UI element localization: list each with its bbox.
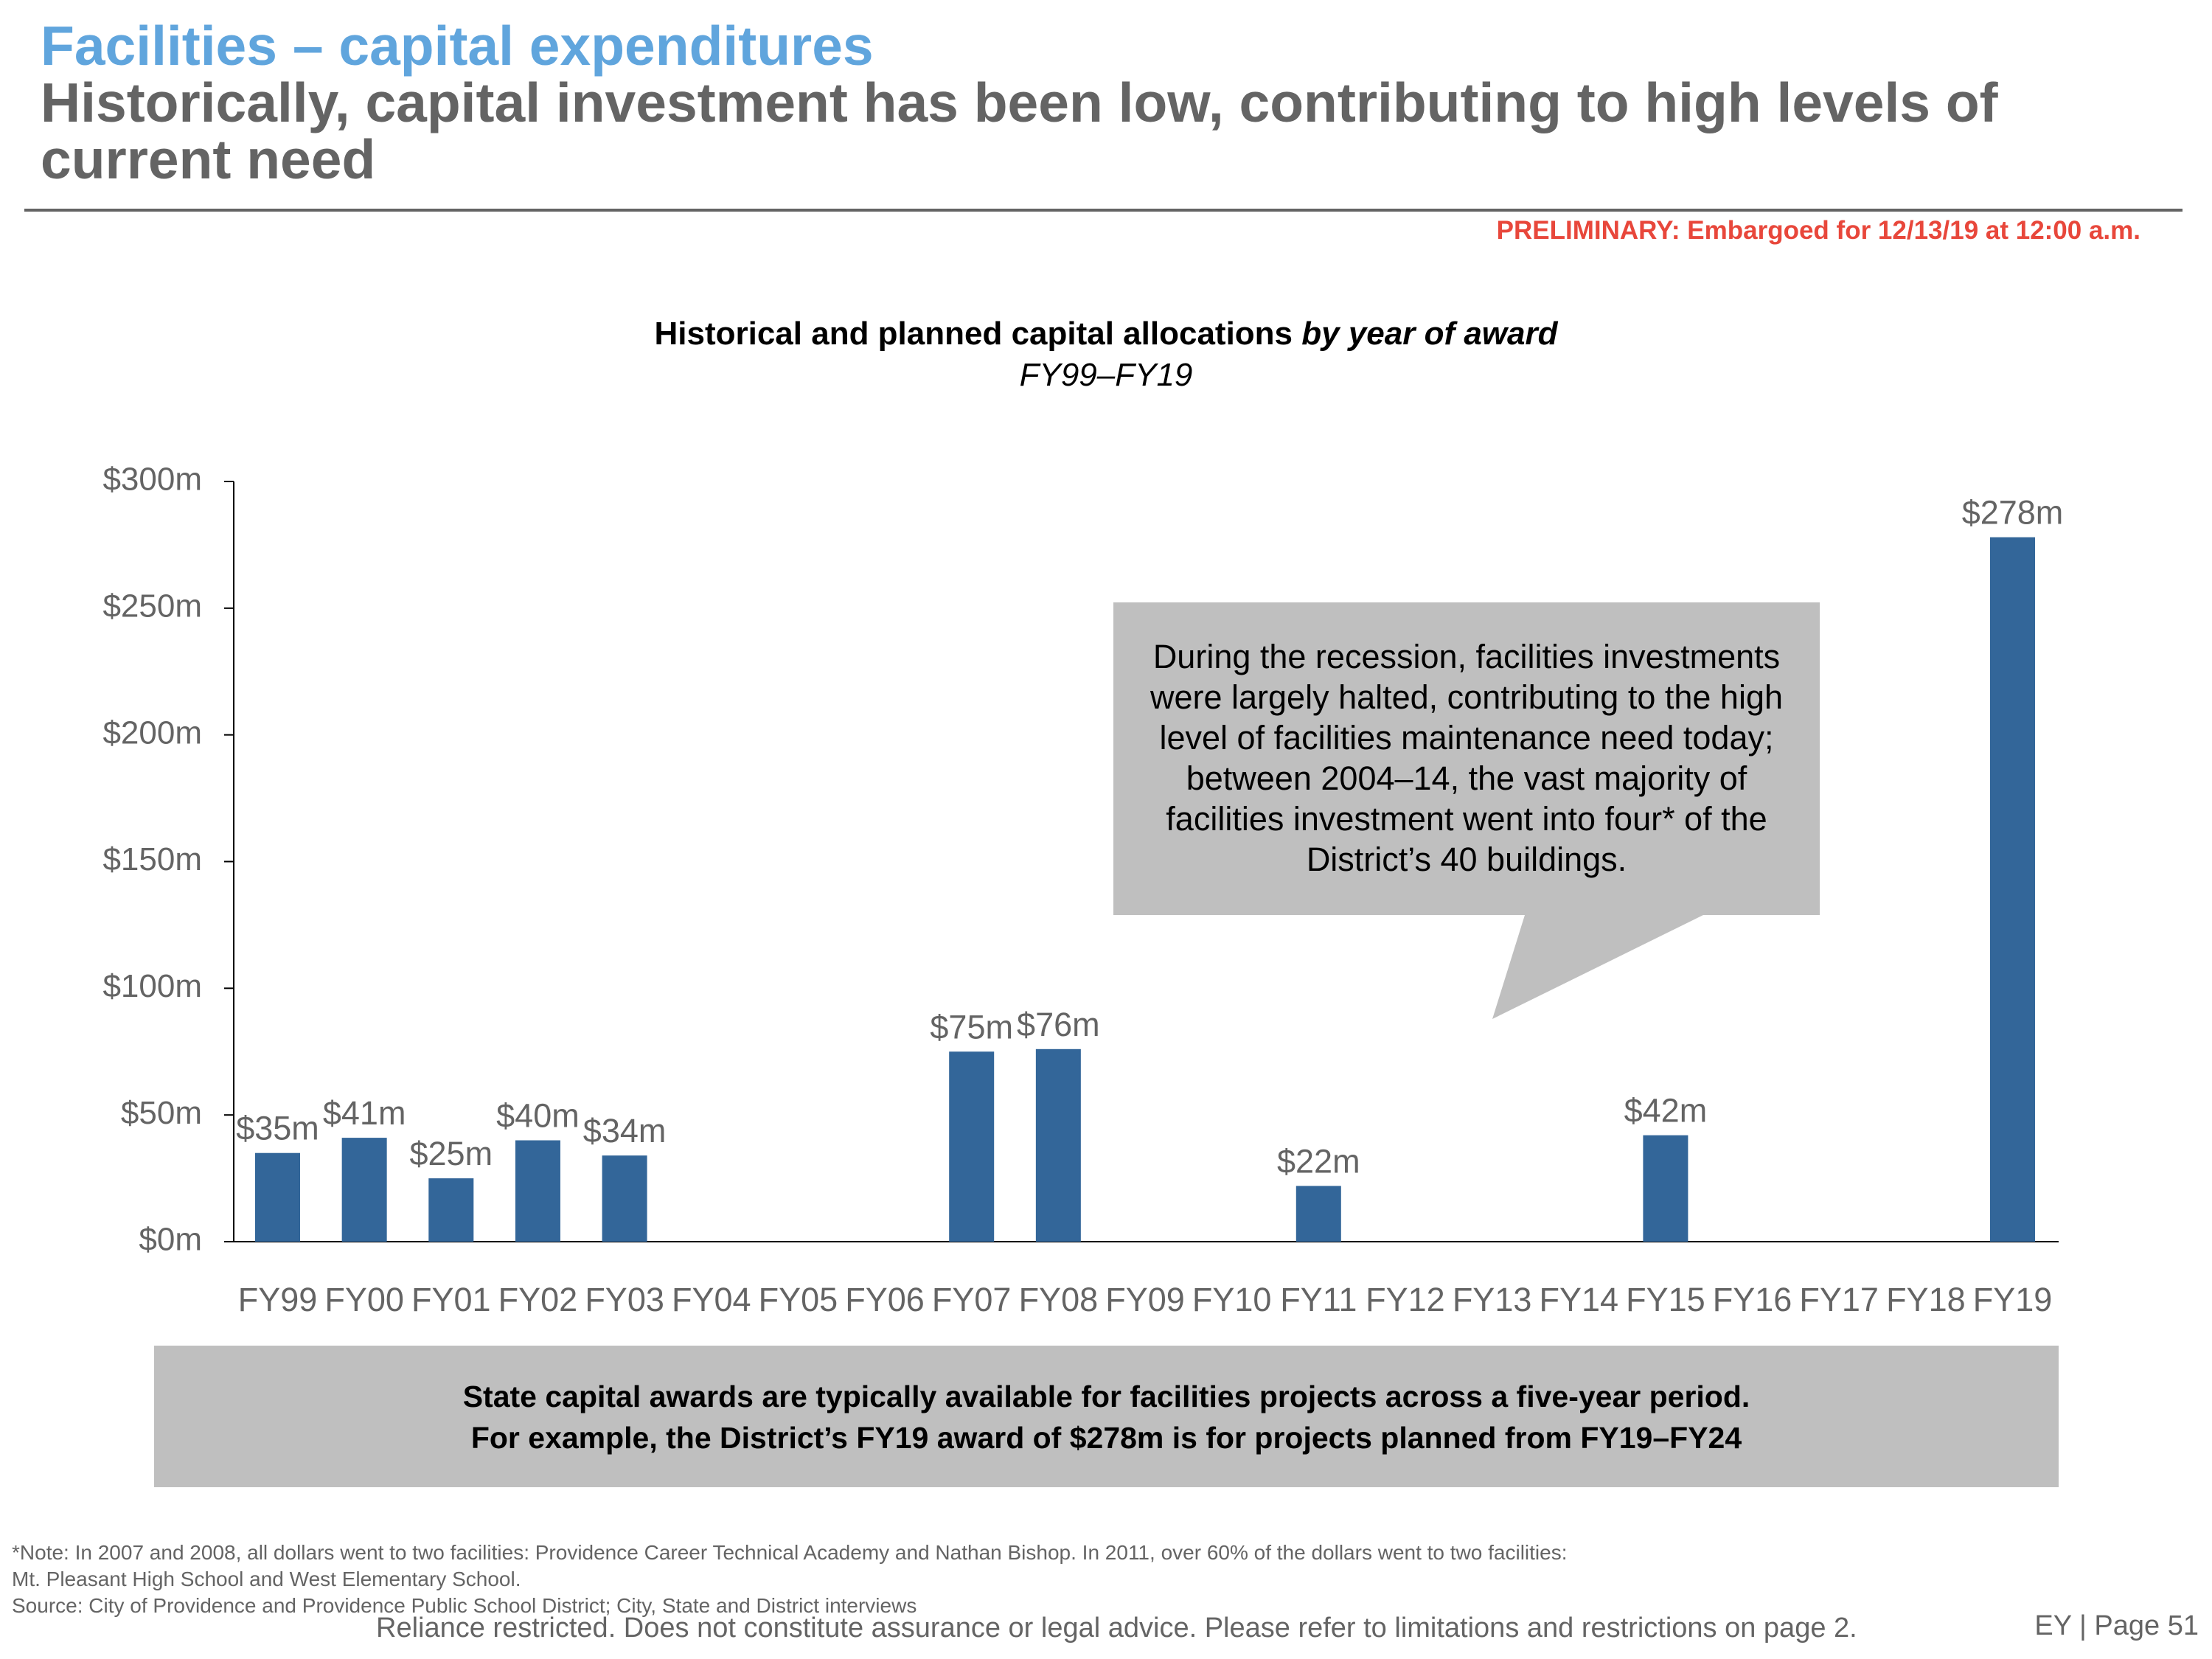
x-tick-label: FY99 [238, 1281, 318, 1318]
bar-label-FY07: $75m [930, 1008, 1013, 1046]
callout-bubble-shape [1113, 602, 1820, 1019]
bar-labels: $35m $41m$25m$40m $34m $75m $76m $22m $42m $278… [236, 494, 2063, 1180]
summary-box: State capital awards are typically avail… [154, 1346, 2059, 1487]
y-tick-label: $0m [139, 1222, 202, 1258]
bar-FY01 [428, 1178, 474, 1242]
page-number: EY | Page 51 [2034, 1610, 2199, 1641]
summary-line-1: State capital awards are typically avail… [462, 1380, 1750, 1413]
x-tick-label: FY15 [1626, 1281, 1705, 1318]
bar-FY99 [255, 1152, 300, 1242]
bar-label-FY99: $35m [236, 1110, 319, 1147]
page-title: Facilities – capital expenditures [41, 15, 874, 77]
summary-line-2: For example, the District’s FY19 award o… [470, 1421, 1742, 1455]
callout-line: District’s 40 buildings. [1306, 841, 1627, 878]
chart-title-regular: Historical and planned capital allocatio… [654, 316, 1302, 352]
x-tick-label: FY16 [1713, 1281, 1792, 1318]
y-tick-label: $150m [102, 841, 202, 877]
bar-FY07 [949, 1051, 995, 1242]
x-tick-label: FY08 [1019, 1281, 1099, 1318]
x-tick-label: FY04 [672, 1281, 751, 1318]
bar-FY08 [1035, 1048, 1081, 1242]
callout-text: During the recession, facilities investm… [1113, 636, 1820, 880]
x-tick-label: FY12 [1366, 1281, 1445, 1318]
callout-line: facilities investment went into four* of… [1166, 800, 1767, 838]
x-tick-label: FY02 [498, 1281, 578, 1318]
bar-FY02 [515, 1140, 560, 1242]
x-axis: FY99 FY00 FY01 FY02 FY03 FY04 FY05 FY06 FY07 FY08… [224, 1241, 2059, 1318]
x-tick-label: FY09 [1105, 1281, 1185, 1318]
title-divider [24, 209, 2183, 212]
footnote-source: Source: City of Providence and Providenc… [12, 1594, 917, 1617]
x-tick-label: FY05 [759, 1281, 838, 1318]
chart-title-italic: by year of award [1301, 316, 1558, 352]
callout-line: During the recession, facilities investm… [1152, 638, 1781, 675]
x-tick-label: FY13 [1453, 1281, 1532, 1318]
chart-title: Historical and planned capital allocatio… [0, 316, 2212, 352]
bar-FY11 [1295, 1186, 1341, 1242]
y-tick-label: $250m [102, 588, 202, 624]
preliminary-notice: PRELIMINARY: Embargoed for 12/13/19 at 1… [1496, 216, 2140, 245]
footnote-note: *Note: In 2007 and 2008, all dollars wen… [12, 1541, 1568, 1590]
disclaimer: Reliance restricted. Does not constitute… [376, 1613, 1857, 1644]
bar-FY03 [602, 1155, 647, 1242]
x-tick-label: FY18 [1886, 1281, 1966, 1318]
x-tick-label: FY10 [1192, 1281, 1272, 1318]
x-tick-label: FY00 [324, 1281, 404, 1318]
y-tick-label: $100m [102, 968, 202, 1004]
bar-FY00 [341, 1138, 387, 1242]
bar-label-FY11: $22m [1277, 1142, 1360, 1180]
bar-label-FY03: $34m [583, 1112, 667, 1150]
callout-line: level of facilities maintenance need tod… [1159, 719, 1774, 757]
bar-label-FY00: $41m [323, 1094, 406, 1132]
x-tick-label: FY19 [1973, 1281, 2053, 1318]
y-tick-label: $200m [102, 714, 202, 751]
bar-FY19 [1990, 537, 2035, 1242]
x-tick-label: FY07 [932, 1281, 1012, 1318]
y-axis: $0m $50m $100m $150m $200m $250m $300m [102, 462, 234, 1258]
x-tick-label: FY17 [1799, 1281, 1879, 1318]
y-tick-label: $300m [102, 462, 202, 498]
bar-label-FY19: $278m [1962, 494, 2064, 532]
x-tick-label: FY14 [1539, 1281, 1618, 1318]
bars [255, 537, 2035, 1242]
x-tick-label: FY06 [845, 1281, 925, 1318]
bar-label-FY02: $40m [496, 1097, 580, 1135]
callout-line: between 2004–14, the vast majority of [1186, 759, 1747, 797]
page-subtitle: Historically, capital investment has bee… [41, 72, 1998, 190]
bar-label-FY08: $76m [1017, 1006, 1100, 1043]
chart-subtitle: FY99–FY19 [1019, 357, 1193, 393]
bar-label-FY01: $25m [410, 1135, 493, 1172]
x-tick-label: FY01 [411, 1281, 491, 1318]
bar-FY15 [1643, 1135, 1688, 1242]
x-tick-label: FY11 [1280, 1281, 1357, 1318]
callout-line: were largely halted, contributing to the… [1150, 678, 1784, 716]
x-tick-label: FY03 [585, 1281, 664, 1318]
bar-label-FY15: $42m [1624, 1092, 1708, 1130]
y-tick-label: $50m [121, 1095, 202, 1131]
callout-bubble [1113, 602, 1820, 1019]
